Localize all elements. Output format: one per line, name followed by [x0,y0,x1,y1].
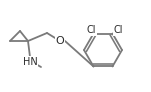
Text: Cl: Cl [87,25,96,34]
Text: O: O [56,36,64,46]
Text: Cl: Cl [114,25,123,34]
Text: HN: HN [23,57,37,67]
